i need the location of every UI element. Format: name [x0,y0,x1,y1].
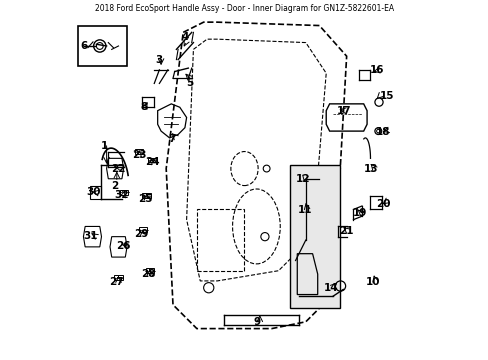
Text: 32: 32 [114,190,128,200]
Bar [114,275,122,280]
Text: 26: 26 [116,241,130,251]
Text: 27: 27 [109,276,123,287]
Bar [145,268,154,273]
Text: 29: 29 [134,229,148,239]
Bar [197,210,244,271]
Bar [148,158,156,162]
Text: 6: 6 [80,41,87,51]
Text: 25: 25 [138,194,153,204]
Text: 13: 13 [363,164,378,174]
Text: 7: 7 [168,134,176,144]
Bar [142,193,150,198]
Text: 1: 1 [101,141,108,152]
Text: 23: 23 [131,150,146,160]
Bar [290,165,339,308]
Text: 31: 31 [83,231,97,241]
Text: 14: 14 [324,283,338,293]
Text: 17: 17 [336,106,351,116]
Text: 4: 4 [181,32,188,42]
Text: 2: 2 [111,181,118,190]
Text: 21: 21 [338,225,352,235]
Text: 5: 5 [186,78,193,88]
Text: 20: 20 [375,199,390,209]
Text: 8: 8 [140,102,147,112]
Bar [119,190,127,195]
Text: 11: 11 [297,205,312,215]
Text: 9: 9 [253,317,261,327]
Bar [139,228,147,232]
Text: 3: 3 [155,55,162,64]
Text: 24: 24 [145,157,160,167]
Bar [78,26,127,66]
Text: 10: 10 [365,276,380,287]
Bar [135,149,142,154]
Text: 30: 30 [86,188,101,197]
Title: 2018 Ford EcoSport Handle Assy - Door - Inner Diagram for GN1Z-5822601-EA: 2018 Ford EcoSport Handle Assy - Door - … [95,4,393,13]
Text: 15: 15 [380,91,394,102]
Text: 19: 19 [352,208,366,218]
Text: 22: 22 [111,163,125,174]
Text: 12: 12 [295,174,310,184]
Text: 18: 18 [375,127,390,137]
Text: 16: 16 [368,65,383,75]
Text: 28: 28 [141,269,155,279]
